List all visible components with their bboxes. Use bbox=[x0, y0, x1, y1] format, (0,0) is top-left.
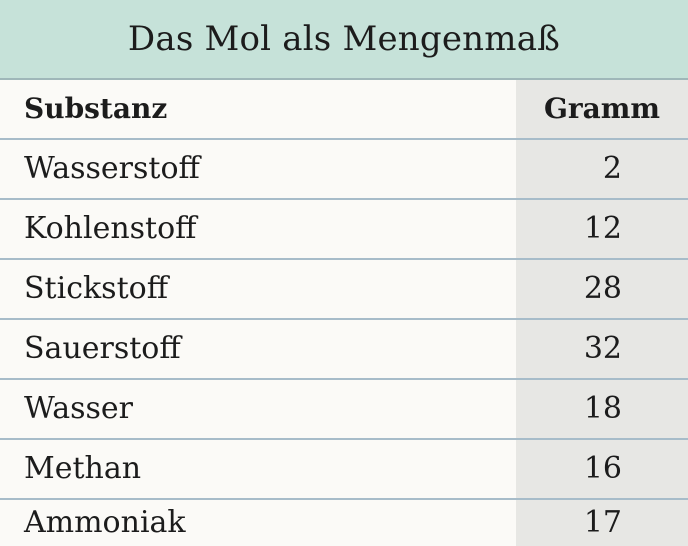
table-row: Ammoniak 17 bbox=[0, 500, 688, 546]
substance-cell: Wasser bbox=[24, 391, 133, 426]
table-row: Wasser 18 bbox=[0, 380, 688, 440]
table-title: Das Mol als Mengenmaß bbox=[127, 19, 561, 59]
table-row: Sauerstoff 32 bbox=[0, 320, 688, 380]
substance-cell: Ammoniak bbox=[24, 505, 186, 540]
table-header-row: Substanz Gramm bbox=[0, 80, 688, 140]
table-row: Wasserstoff 2 bbox=[0, 140, 688, 200]
gram-column-shading bbox=[516, 80, 688, 546]
grams-cell: 28 bbox=[583, 271, 622, 306]
grams-cell: 17 bbox=[583, 505, 622, 540]
table-row: Methan 16 bbox=[0, 440, 688, 500]
substance-cell: Kohlenstoff bbox=[24, 211, 197, 246]
grams-cell: 18 bbox=[583, 391, 622, 426]
header-grams: Gramm bbox=[543, 92, 660, 125]
table-title-bar: Das Mol als Mengenmaß bbox=[0, 0, 688, 80]
grams-cell: 2 bbox=[602, 151, 622, 186]
substance-cell: Wasserstoff bbox=[24, 151, 200, 186]
table-row: Kohlenstoff 12 bbox=[0, 200, 688, 260]
substance-cell: Sauerstoff bbox=[24, 331, 181, 366]
grams-cell: 12 bbox=[583, 211, 622, 246]
grams-cell: 16 bbox=[583, 451, 622, 486]
substance-cell: Stickstoff bbox=[24, 271, 169, 306]
header-substance: Substanz bbox=[24, 92, 168, 125]
substance-cell: Methan bbox=[24, 451, 142, 486]
table-row: Stickstoff 28 bbox=[0, 260, 688, 320]
grams-cell: 32 bbox=[583, 331, 622, 366]
